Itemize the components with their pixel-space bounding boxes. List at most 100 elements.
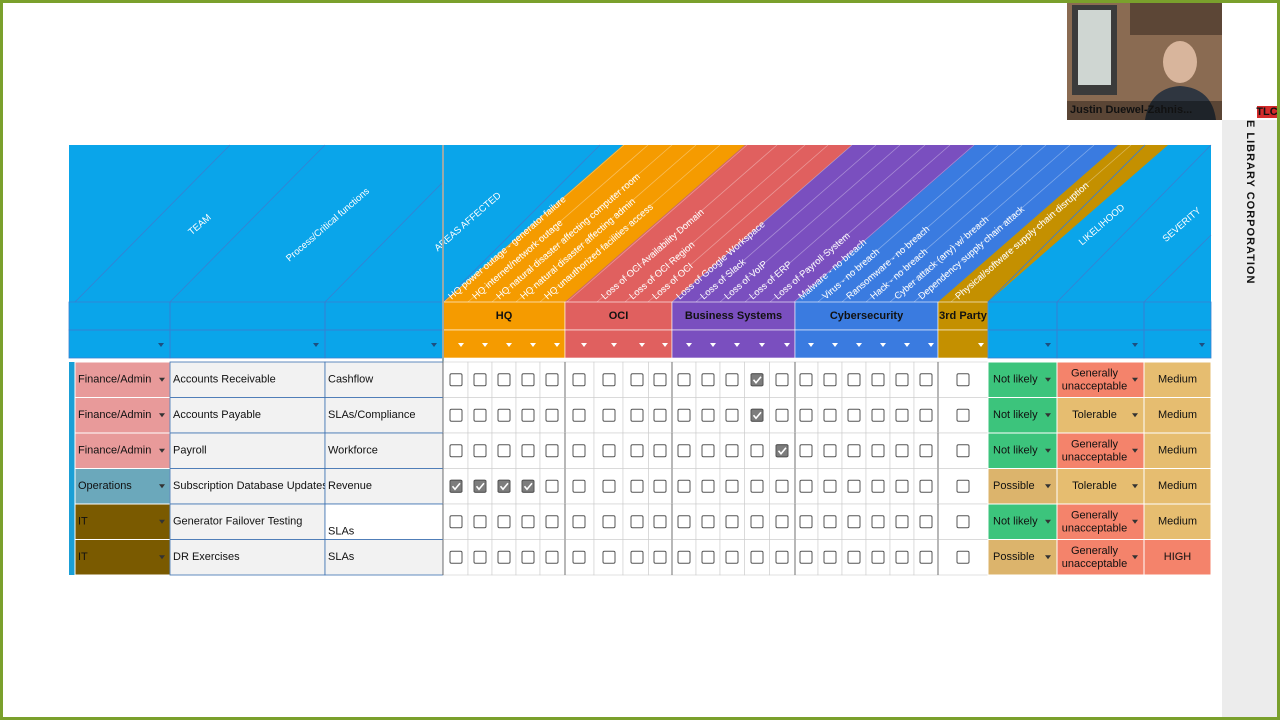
checkbox[interactable]	[799, 550, 813, 564]
checkbox[interactable]	[799, 515, 813, 529]
checkbox[interactable]	[919, 479, 933, 493]
checkbox[interactable]	[956, 444, 970, 458]
checkbox[interactable]	[653, 515, 667, 529]
checkbox[interactable]	[775, 479, 789, 493]
checkbox[interactable]	[630, 408, 644, 422]
checkbox[interactable]	[701, 444, 715, 458]
dropdown-arrow[interactable]	[1132, 448, 1138, 453]
checkbox[interactable]	[823, 373, 837, 387]
checkbox[interactable]	[572, 479, 586, 493]
checkbox[interactable]	[521, 408, 535, 422]
dropdown-arrow[interactable]	[530, 343, 536, 347]
checkbox[interactable]	[847, 479, 861, 493]
checkbox-checked[interactable]	[750, 373, 764, 387]
checkbox[interactable]	[602, 444, 616, 458]
dropdown-arrow[interactable]	[1132, 519, 1138, 524]
checkbox[interactable]	[497, 373, 511, 387]
dropdown-arrow[interactable]	[1132, 555, 1138, 560]
checkbox[interactable]	[449, 550, 463, 564]
checkbox[interactable]	[919, 515, 933, 529]
checkbox[interactable]	[572, 373, 586, 387]
checkbox[interactable]	[449, 408, 463, 422]
checkbox[interactable]	[630, 515, 644, 529]
checkbox[interactable]	[677, 479, 691, 493]
checkbox[interactable]	[775, 408, 789, 422]
checkbox[interactable]	[823, 515, 837, 529]
checkbox[interactable]	[919, 408, 933, 422]
checkbox[interactable]	[775, 550, 789, 564]
checkbox[interactable]	[677, 444, 691, 458]
checkbox[interactable]	[725, 373, 739, 387]
checkbox-checked[interactable]	[497, 479, 511, 493]
checkbox[interactable]	[725, 550, 739, 564]
checkbox[interactable]	[823, 550, 837, 564]
checkbox[interactable]	[602, 408, 616, 422]
checkbox[interactable]	[545, 444, 559, 458]
checkbox[interactable]	[847, 550, 861, 564]
checkbox[interactable]	[750, 479, 764, 493]
dropdown-arrow[interactable]	[313, 343, 319, 347]
checkbox[interactable]	[521, 550, 535, 564]
checkbox[interactable]	[602, 479, 616, 493]
checkbox[interactable]	[775, 515, 789, 529]
dropdown-arrow[interactable]	[159, 555, 165, 560]
dropdown-arrow[interactable]	[1045, 555, 1051, 560]
dropdown-arrow[interactable]	[1045, 343, 1051, 347]
checkbox[interactable]	[725, 408, 739, 422]
checkbox[interactable]	[630, 550, 644, 564]
checkbox[interactable]	[956, 408, 970, 422]
dropdown-arrow[interactable]	[431, 343, 437, 347]
checkbox[interactable]	[956, 479, 970, 493]
dropdown-arrow[interactable]	[1045, 413, 1051, 418]
checkbox[interactable]	[545, 479, 559, 493]
checkbox[interactable]	[602, 373, 616, 387]
checkbox[interactable]	[545, 515, 559, 529]
checkbox[interactable]	[602, 515, 616, 529]
checkbox[interactable]	[871, 479, 885, 493]
checkbox[interactable]	[449, 444, 463, 458]
checkbox[interactable]	[473, 515, 487, 529]
checkbox[interactable]	[847, 515, 861, 529]
dropdown-arrow[interactable]	[1199, 343, 1205, 347]
dropdown-arrow[interactable]	[158, 343, 164, 347]
checkbox[interactable]	[473, 550, 487, 564]
checkbox[interactable]	[473, 373, 487, 387]
checkbox[interactable]	[521, 515, 535, 529]
checkbox[interactable]	[823, 408, 837, 422]
dropdown-arrow[interactable]	[159, 377, 165, 382]
dropdown-arrow[interactable]	[734, 343, 740, 347]
checkbox[interactable]	[895, 479, 909, 493]
checkbox[interactable]	[895, 444, 909, 458]
checkbox[interactable]	[497, 444, 511, 458]
checkbox[interactable]	[871, 444, 885, 458]
checkbox[interactable]	[653, 408, 667, 422]
dropdown-arrow[interactable]	[856, 343, 862, 347]
dropdown-arrow[interactable]	[554, 343, 560, 347]
dropdown-arrow[interactable]	[686, 343, 692, 347]
dropdown-arrow[interactable]	[662, 343, 668, 347]
checkbox[interactable]	[497, 515, 511, 529]
checkbox[interactable]	[871, 515, 885, 529]
dropdown-arrow[interactable]	[710, 343, 716, 347]
checkbox[interactable]	[677, 515, 691, 529]
checkbox[interactable]	[895, 515, 909, 529]
dropdown-arrow[interactable]	[581, 343, 587, 347]
checkbox-checked[interactable]	[521, 479, 535, 493]
dropdown-arrow[interactable]	[639, 343, 645, 347]
checkbox[interactable]	[497, 408, 511, 422]
checkbox[interactable]	[602, 550, 616, 564]
dropdown-arrow[interactable]	[1132, 413, 1138, 418]
dropdown-arrow[interactable]	[880, 343, 886, 347]
checkbox[interactable]	[956, 550, 970, 564]
dropdown-arrow[interactable]	[611, 343, 617, 347]
dropdown-arrow[interactable]	[808, 343, 814, 347]
checkbox[interactable]	[799, 408, 813, 422]
dropdown-arrow[interactable]	[159, 413, 165, 418]
checkbox[interactable]	[871, 408, 885, 422]
checkbox[interactable]	[653, 444, 667, 458]
checkbox[interactable]	[701, 479, 715, 493]
dropdown-arrow[interactable]	[928, 343, 934, 347]
checkbox[interactable]	[545, 408, 559, 422]
checkbox[interactable]	[750, 515, 764, 529]
checkbox[interactable]	[473, 444, 487, 458]
